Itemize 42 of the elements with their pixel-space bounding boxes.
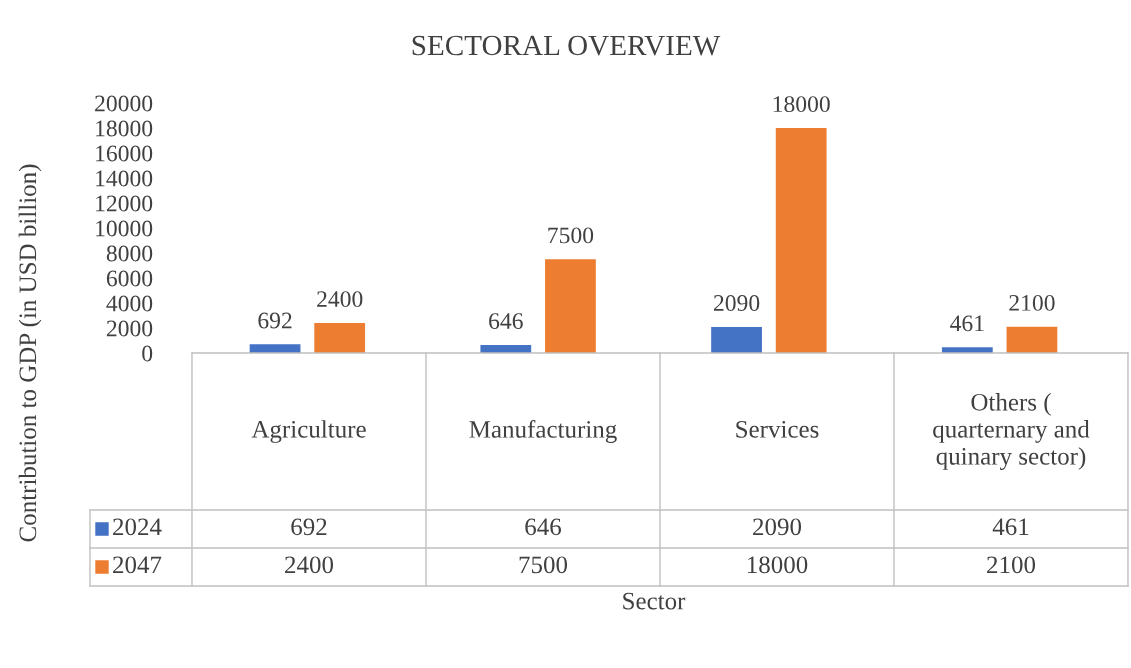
data-label: 692 [291, 518, 327, 536]
y-tick-label: 4000 [106, 295, 153, 312]
annotation: 2400 [317, 291, 363, 308]
x-tick-label: Agriculture [251, 420, 366, 443]
y-tick-label: 2000 [106, 320, 153, 337]
bar [545, 259, 596, 353]
bar [314, 323, 366, 353]
data-label: 646 [525, 518, 561, 536]
annotation: 2100 [1009, 294, 1055, 311]
y-tick-label: 10000 [96, 220, 153, 237]
data-label: 2090 [753, 518, 802, 536]
x-axis-title: Sector [623, 592, 686, 610]
annotation: 646 [489, 313, 523, 330]
bar [1006, 326, 1058, 353]
data-label: 7500 [519, 556, 568, 574]
legend-label: 2024 [113, 518, 162, 536]
y-tick-label: 20000 [95, 95, 153, 112]
chart-title: SECTORAL OVERVIEW [412, 35, 721, 56]
y-tick-label: 14000 [96, 170, 153, 187]
data-label: 2400 [285, 556, 334, 574]
y-tick-label: 6000 [106, 270, 153, 287]
bar [775, 128, 827, 353]
annotation: 2090 [714, 295, 760, 311]
bar [249, 344, 301, 353]
data-label: 461 [992, 518, 1029, 536]
y-tick-label: 8000 [106, 245, 153, 262]
x-tick-label: Others ( quarternary and quinary sector) [933, 393, 1090, 470]
annotation: 692 [258, 312, 292, 329]
annotation: 461 [950, 315, 984, 332]
y-tick-label: 0 [142, 345, 153, 362]
data-label: 18000 [747, 556, 808, 574]
y-axis-title: Contribution to GDP (in USD billion) [18, 164, 42, 542]
bar [711, 326, 762, 353]
annotation: 7500 [548, 227, 594, 244]
legend-label: 2047 [113, 556, 162, 574]
y-tick-label: 12000 [96, 195, 153, 212]
y-tick-label: 16000 [96, 145, 153, 162]
x-tick-label: Manufacturing [469, 420, 617, 443]
x-tick-label: Services [736, 420, 819, 438]
data-label: 2100 [987, 556, 1036, 574]
annotation: 18000 [773, 96, 830, 113]
y-tick-label: 18000 [96, 120, 153, 137]
